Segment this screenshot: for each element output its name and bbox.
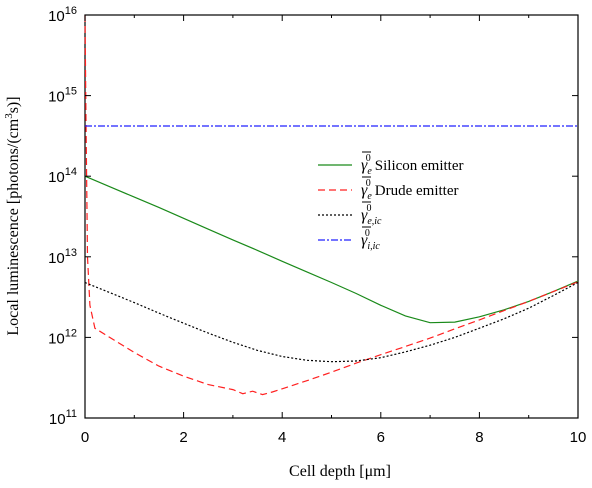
legend-entry-1: γe0 Drude emitter (361, 178, 458, 202)
x-tick-label: 10 (570, 429, 587, 446)
plot-frame (84, 14, 579, 419)
y-tick-label: 1012 (48, 327, 77, 347)
plot-area (84, 14, 579, 419)
series-lines (84, 14, 579, 396)
y-tick-label: 1011 (49, 408, 77, 428)
y-tick-label: 1016 (48, 5, 77, 25)
legend-entry-2: γe,ic0 (361, 203, 382, 227)
x-tick-label: 2 (179, 429, 187, 446)
x-tick-label: 0 (81, 429, 89, 446)
legend-entry-3: γi,ic0 (361, 228, 380, 252)
y-tick-label: 1014 (48, 166, 77, 186)
series-line-1 (84, 14, 579, 396)
y-tick-label: 1015 (48, 86, 77, 106)
x-tick-label: 8 (475, 429, 483, 446)
y-tick-label: 1013 (48, 247, 77, 267)
y-axis-title: Local luminescence [photons/(cm3s)] (3, 96, 22, 335)
x-tick-label: 4 (278, 429, 286, 446)
legend-entry-0: γe0 Silicon emitter (361, 153, 464, 177)
series-line-0 (84, 175, 579, 324)
axis-ticks: 0 2 4 6 8 10 1011 1012 1013 1014 1015 1016 (48, 5, 586, 446)
x-axis-title: Cell depth [μm] (289, 463, 391, 480)
x-tick-label: 6 (377, 429, 385, 446)
series-line-2 (84, 281, 579, 363)
